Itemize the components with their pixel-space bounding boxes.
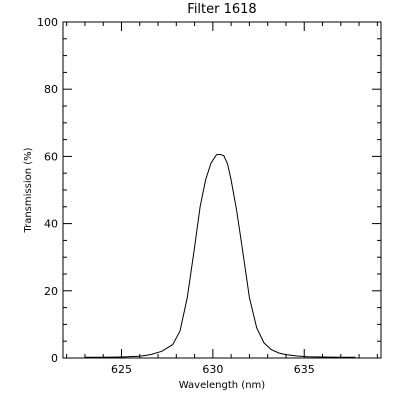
x-tick-label: 630 [202, 363, 223, 376]
series-line-transmission [84, 153, 356, 358]
y-tick-label: 80 [44, 83, 58, 96]
x-axis-label: Wavelength (nm) [179, 380, 265, 391]
minor-ticks [63, 22, 381, 358]
y-axis-label: Transmission (%) [23, 147, 34, 233]
x-tick-label: 625 [111, 363, 132, 376]
plot-frame [62, 21, 382, 359]
chart-title: Filter 1618 [187, 2, 256, 17]
major-ticks [63, 21, 381, 359]
y-tick-label: 40 [44, 218, 58, 231]
tick-labels: 625 630 635 0 20 40 60 80 100 [37, 16, 315, 376]
y-tick-label: 100 [37, 16, 58, 29]
y-tick-label: 0 [51, 352, 58, 365]
y-tick-label: 20 [44, 285, 58, 298]
y-tick-label: 60 [44, 150, 58, 163]
x-tick-label: 635 [294, 363, 315, 376]
